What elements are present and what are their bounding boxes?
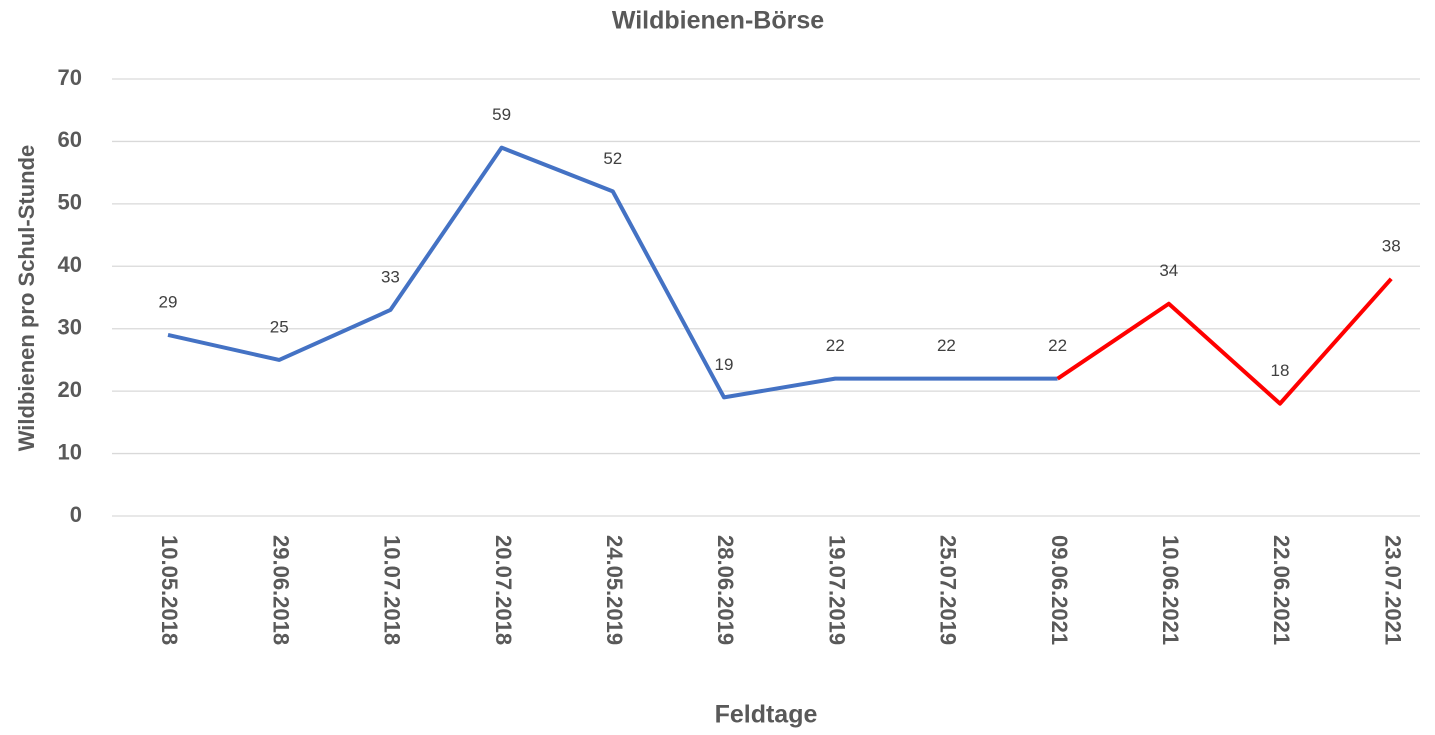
y-tick-label: 40 <box>58 252 82 277</box>
y-axis-title: Wildbienen pro Schul-Stunde <box>14 145 39 452</box>
x-tick-label: 23.07.2021 <box>1380 535 1405 645</box>
data-label: 18 <box>1271 361 1290 380</box>
data-label: 22 <box>937 336 956 355</box>
line-series <box>167 145 1058 400</box>
x-tick-label: 10.06.2021 <box>1158 535 1183 645</box>
data-label: 33 <box>381 267 400 286</box>
data-label: 25 <box>270 317 289 336</box>
x-tick-label: 24.05.2019 <box>602 535 627 645</box>
y-tick-label: 0 <box>70 502 82 527</box>
x-tick-label: 19.07.2019 <box>824 535 849 645</box>
x-axis-title: Feldtage <box>715 701 818 729</box>
data-label: 34 <box>1159 261 1178 280</box>
data-label: 19 <box>715 355 734 374</box>
x-tick-label: 20.07.2018 <box>491 535 516 645</box>
data-label: 22 <box>826 336 845 355</box>
x-tick-label: 22.06.2021 <box>1269 535 1294 645</box>
x-tick-label: 10.07.2018 <box>380 535 405 645</box>
data-label: 29 <box>159 292 178 311</box>
y-tick-label: 60 <box>58 127 82 152</box>
y-tick-label: 20 <box>58 377 82 402</box>
line-series <box>1056 277 1393 406</box>
y-tick-label: 50 <box>58 190 82 215</box>
x-tick-label: 10.05.2018 <box>157 535 182 645</box>
chart-title: Wildbienen-Börse <box>612 7 824 35</box>
x-tick-label: 25.07.2019 <box>936 535 961 645</box>
data-label: 38 <box>1382 236 1401 255</box>
x-tick-label: 28.06.2019 <box>713 535 738 645</box>
data-label: 22 <box>1048 336 1067 355</box>
data-label: 59 <box>492 105 511 124</box>
x-tick-label: 29.06.2018 <box>268 535 293 645</box>
y-tick-label: 30 <box>58 315 82 340</box>
y-tick-label: 70 <box>58 65 82 90</box>
x-tick-label: 09.06.2021 <box>1047 535 1072 645</box>
y-tick-label: 10 <box>58 439 82 464</box>
data-label: 52 <box>603 149 622 168</box>
